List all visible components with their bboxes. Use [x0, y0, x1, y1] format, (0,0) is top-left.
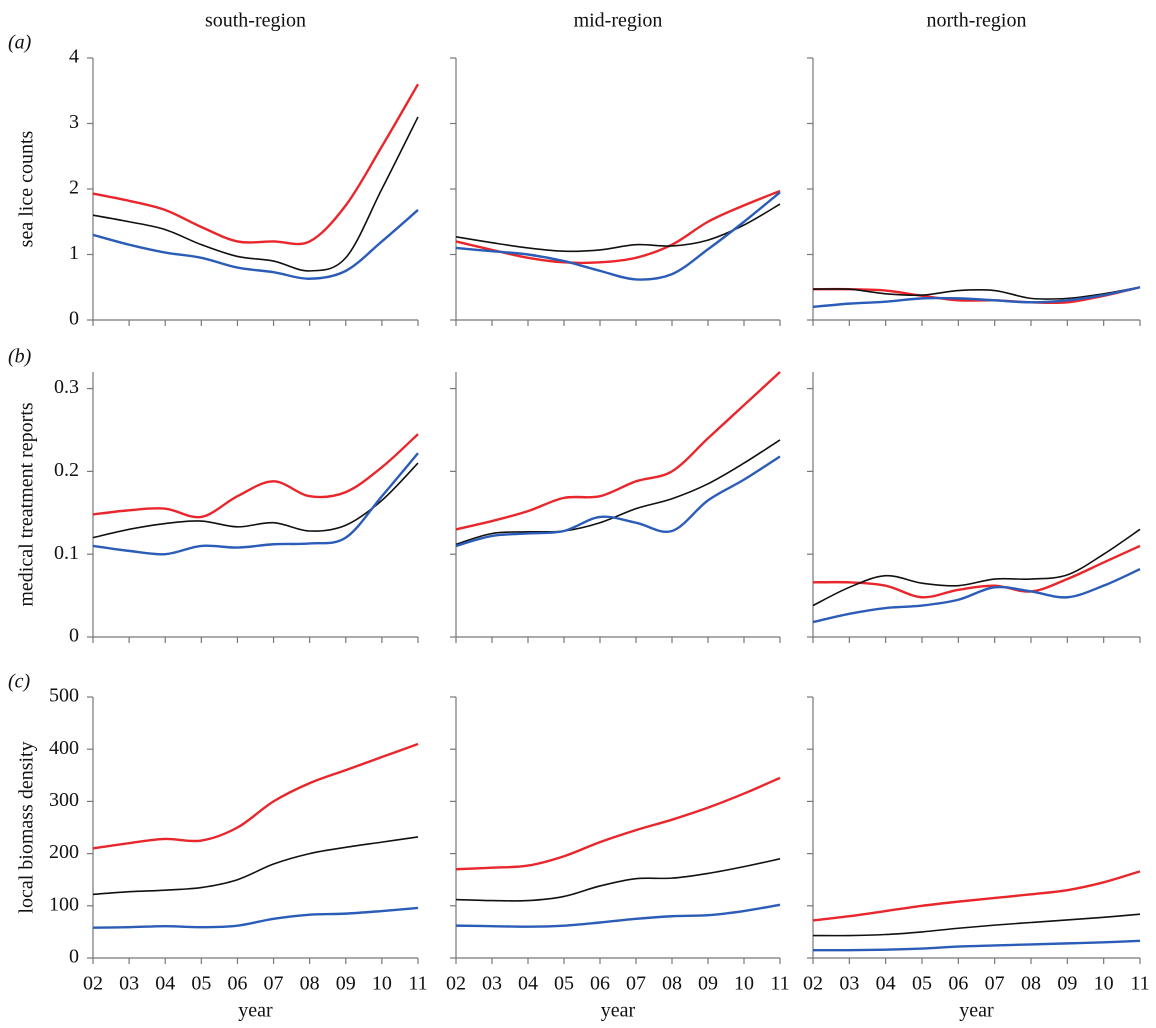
series-line	[92, 83, 420, 246]
x-tick-label: 03	[119, 973, 139, 995]
x-tick-label: 11	[408, 973, 427, 995]
x-tick-label: 10	[372, 973, 392, 995]
series-line	[455, 191, 781, 281]
column-title: mid-region	[574, 10, 663, 32]
x-tick-label: 06	[590, 973, 610, 995]
series-line	[455, 371, 781, 531]
panel-label: (c)	[8, 671, 31, 693]
y-axis-label: medical treatment reports	[16, 402, 38, 607]
series-line	[92, 836, 419, 896]
series-line	[455, 858, 781, 902]
series-line	[455, 439, 781, 546]
x-tick-label: 09	[336, 973, 356, 995]
series-line	[92, 116, 419, 272]
x-axis-label: year	[238, 1000, 273, 1022]
y-tick-label: 4	[69, 46, 79, 68]
series-line	[812, 544, 1141, 599]
x-tick-label: 02	[446, 973, 466, 995]
series-line	[92, 906, 419, 929]
series-line	[455, 189, 781, 265]
x-tick-label: 02	[83, 973, 103, 995]
x-tick-label: 11	[770, 973, 789, 995]
x-tick-label: 10	[1094, 973, 1114, 995]
x-tick-label: 09	[1057, 973, 1077, 995]
series-line	[812, 870, 1141, 922]
x-tick-label: 08	[662, 973, 682, 995]
x-tick-label: 06	[948, 973, 968, 995]
x-tick-label: 07	[626, 973, 646, 995]
y-tick-label: 500	[49, 685, 79, 707]
x-tick-label: 04	[155, 973, 175, 995]
series-line	[812, 286, 1141, 305]
y-axis-label: local biomass density	[16, 741, 38, 913]
y-tick-label: 0	[69, 625, 79, 647]
x-tick-label: 09	[698, 973, 718, 995]
x-tick-label: 02	[803, 973, 823, 995]
series-line	[812, 286, 1141, 300]
x-tick-label: 04	[876, 973, 896, 995]
x-tick-label: 10	[734, 973, 754, 995]
y-tick-label: 3	[69, 111, 79, 133]
x-axis-label: year	[959, 1000, 994, 1022]
x-tick-label: 04	[518, 973, 538, 995]
x-tick-label: 05	[554, 973, 574, 995]
y-tick-label: 0.3	[54, 376, 79, 398]
series-line	[92, 433, 419, 519]
series-line	[92, 209, 419, 280]
series-line	[92, 462, 419, 539]
panel-label: (b)	[8, 346, 32, 368]
series-line	[812, 913, 1141, 937]
x-tick-label: 03	[482, 973, 502, 995]
series-line	[92, 452, 419, 556]
series-line	[455, 903, 781, 928]
series-line	[812, 939, 1141, 952]
series-line	[92, 742, 419, 850]
column-title: north-region	[927, 10, 1027, 32]
y-tick-label: 0.2	[54, 459, 79, 481]
series-line	[455, 455, 781, 548]
x-axis-label: year	[601, 1000, 636, 1022]
series-line	[812, 528, 1141, 607]
x-tick-label: 08	[1021, 973, 1041, 995]
column-title: south-region	[205, 10, 306, 32]
x-tick-label: 07	[985, 973, 1005, 995]
x-tick-label: 03	[839, 973, 859, 995]
x-tick-label: 11	[1130, 973, 1149, 995]
y-tick-label: 2	[69, 177, 79, 199]
series-line	[812, 568, 1141, 624]
y-tick-label: 400	[49, 737, 79, 759]
y-tick-label: 0	[69, 946, 79, 968]
y-tick-label: 0	[69, 308, 79, 330]
y-tick-label: 200	[49, 841, 79, 863]
y-tick-label: 1	[69, 242, 79, 264]
series-line	[455, 203, 781, 253]
y-axis-label: sea lice counts	[16, 130, 38, 247]
panel-label: (a)	[8, 32, 32, 54]
x-tick-label: 05	[191, 973, 211, 995]
series-line	[812, 286, 1141, 309]
y-tick-label: 100	[49, 893, 79, 915]
x-tick-label: 07	[264, 973, 284, 995]
series-line	[455, 776, 781, 871]
x-tick-label: 08	[300, 973, 320, 995]
x-tick-label: 05	[912, 973, 932, 995]
x-tick-label: 06	[227, 973, 247, 995]
y-tick-label: 0.1	[54, 542, 79, 564]
y-tick-label: 300	[49, 789, 79, 811]
